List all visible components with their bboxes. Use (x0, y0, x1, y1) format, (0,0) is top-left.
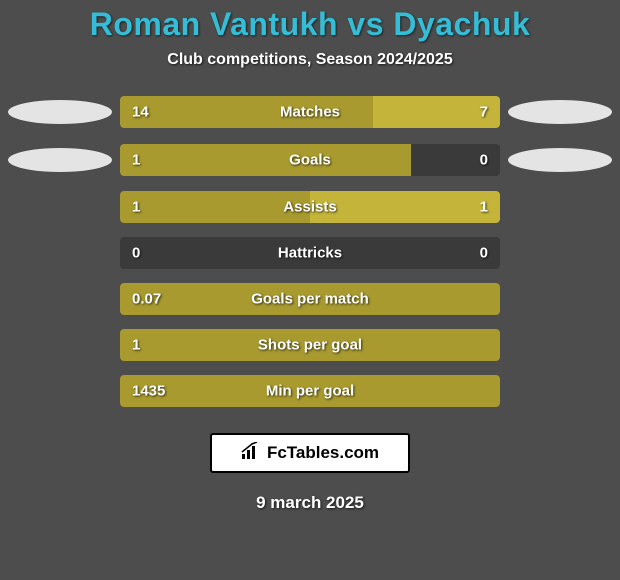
stat-row: 1 Shots per goal (8, 329, 612, 361)
stat-label: Hattricks (278, 245, 342, 262)
stat-value-right: 1 (480, 199, 488, 216)
stat-bar: 14 Matches 7 (120, 96, 500, 128)
watermark-text: FcTables.com (267, 443, 379, 463)
stat-label: Matches (280, 104, 340, 121)
subtitle: Club competitions, Season 2024/2025 (167, 51, 452, 69)
stat-value-left: 14 (132, 104, 149, 121)
stat-value-right: 0 (480, 152, 488, 169)
date-label: 9 march 2025 (256, 493, 364, 513)
stat-value-left: 1 (132, 199, 140, 216)
bar-segment-right (310, 191, 500, 223)
page-title: Roman Vantukh vs Dyachuk (90, 6, 531, 43)
watermark-badge: FcTables.com (210, 433, 410, 473)
stat-value-right: 0 (480, 245, 488, 262)
stat-row: 0.07 Goals per match (8, 283, 612, 315)
stat-bar: 1 Goals 0 (120, 144, 500, 176)
bar-segment-left (120, 144, 411, 176)
stat-bar: 1 Shots per goal (120, 329, 500, 361)
stat-bar: 1 Assists 1 (120, 191, 500, 223)
stat-value-right: 7 (480, 104, 488, 121)
stat-value-left: 1 (132, 337, 140, 354)
stat-row: 1435 Min per goal (8, 375, 612, 407)
player-badge-left (8, 143, 112, 177)
stat-value-left: 0 (132, 245, 140, 262)
player-badge-left (8, 95, 112, 129)
stat-label: Min per goal (266, 383, 354, 400)
stat-label: Goals (289, 152, 331, 169)
stat-bar: 0.07 Goals per match (120, 283, 500, 315)
stat-label: Assists (283, 199, 336, 216)
stat-row: 0 Hattricks 0 (8, 237, 612, 269)
stats-rows: 14 Matches 7 1 Goals 0 1 Assists 1 0 Hattricks 0 0.0… (0, 95, 620, 407)
stat-bar: 1435 Min per goal (120, 375, 500, 407)
stat-row: 1 Goals 0 (8, 143, 612, 177)
stat-row: 14 Matches 7 (8, 95, 612, 129)
player-badge-right (508, 95, 612, 129)
stat-value-left: 1 (132, 152, 140, 169)
player-badge-right (508, 143, 612, 177)
stat-value-left: 0.07 (132, 291, 161, 308)
stat-row: 1 Assists 1 (8, 191, 612, 223)
comparison-card: Roman Vantukh vs Dyachuk Club competitio… (0, 0, 620, 580)
stat-value-left: 1435 (132, 383, 165, 400)
stat-bar: 0 Hattricks 0 (120, 237, 500, 269)
chart-icon (241, 442, 261, 465)
bar-segment-left (120, 191, 310, 223)
stat-label: Shots per goal (258, 337, 362, 354)
stat-label: Goals per match (251, 291, 369, 308)
